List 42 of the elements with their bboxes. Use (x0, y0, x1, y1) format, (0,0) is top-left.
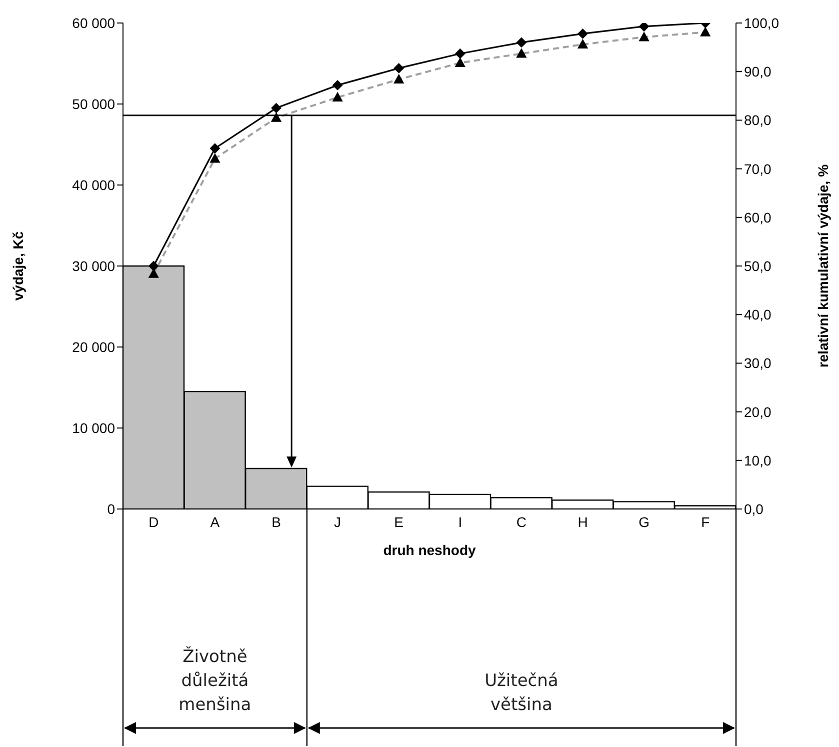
x-tick-label: A (210, 514, 220, 530)
x-tick-label: G (638, 514, 650, 530)
point (271, 103, 282, 114)
y-tick-label: 20 000 (72, 338, 116, 355)
point (455, 48, 466, 59)
y-tick-label: 50 000 (72, 96, 116, 112)
point (394, 63, 404, 74)
y-tick-label: 40 000 (72, 176, 116, 193)
y-tick-label: 60 000 (72, 14, 116, 31)
y2-tick-label: 60,0 (744, 209, 772, 226)
y2-tick-label: 70,0 (744, 160, 772, 177)
point (332, 80, 343, 90)
x-tick-label: F (701, 514, 710, 530)
x-axis-title: druh neshody (383, 542, 476, 558)
y-tick-label: 10 000 (72, 420, 116, 436)
y2-tick-label: 50,0 (744, 258, 772, 274)
x-tick-label: E (394, 514, 404, 530)
point (148, 261, 159, 271)
y2-tick-label: 30,0 (744, 355, 772, 372)
text: Užitečná většina (484, 671, 558, 715)
x-tick-label: C (516, 514, 527, 530)
y2-tick-label: 100,0 (744, 14, 780, 31)
y-axis-title: výdaje, Kč (10, 231, 26, 301)
y2-tick-label: 80,0 (744, 112, 772, 128)
y2-tick-label: 90,0 (744, 64, 772, 80)
x-tick-label: H (578, 514, 588, 530)
y2-tick-label: 40,0 (744, 306, 772, 323)
point (210, 143, 220, 154)
text: Životně důležitá menšina (178, 646, 252, 715)
point (516, 37, 526, 48)
y2-axis-title: relativní kumulativní výdaje, % (814, 164, 831, 368)
y-tick-label: 0 (107, 500, 116, 517)
y2-tick-label: 0,0 (744, 500, 764, 517)
x-tick-label: D (148, 514, 159, 530)
y2-tick-label: 10,0 (744, 452, 772, 468)
point (578, 28, 588, 39)
x-tick-label: B (272, 514, 281, 530)
y2-tick-label: 20,0 (744, 404, 772, 420)
y-tick-label: 30 000 (72, 258, 116, 274)
x-tick-label: J (334, 514, 342, 530)
x-tick-label: I (458, 514, 462, 530)
point (639, 23, 650, 32)
